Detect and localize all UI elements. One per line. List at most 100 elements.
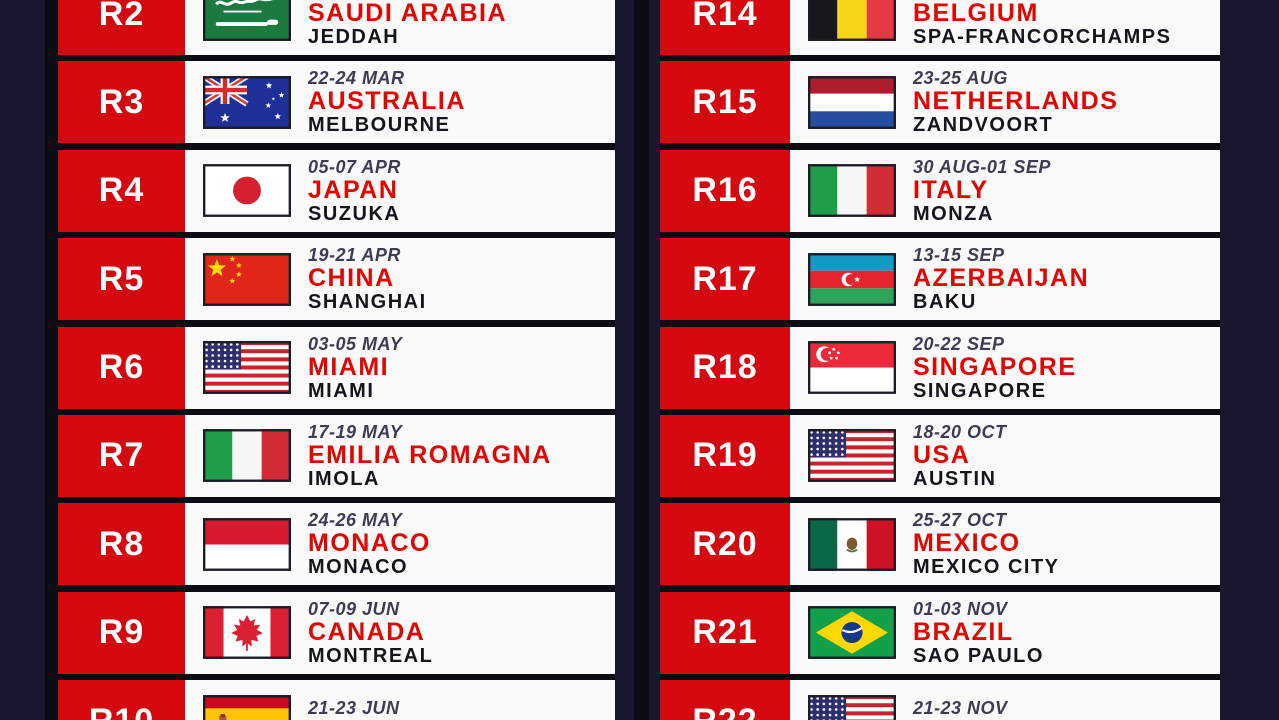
race-city: MONTREAL [308, 644, 434, 667]
calendar-column-left: R2 SAUDI ARABIA JEDDAH R3 22-24 MAR AUST… [45, 0, 615, 720]
race-country: MONACO [308, 529, 431, 558]
race-city: MELBOURNE [308, 114, 451, 137]
race-row-r9: R9 07-09 JUN CANADA MONTREAL [45, 591, 615, 674]
race-info: 22-24 MAR AUSTRALIA MELBOURNE [308, 68, 466, 136]
race-number: R16 [692, 171, 758, 210]
race-row-r22: R22 21-23 NOV LAS VEGAS [660, 680, 1220, 720]
race-info: 01-03 NOV BRAZIL SAO PAULO [913, 599, 1044, 667]
race-date: 21-23 NOV [913, 698, 1008, 719]
race-number-badge: R17 [660, 238, 790, 321]
race-number: R3 [98, 82, 145, 121]
race-row-r4: R4 05-07 APR JAPAN SUZUKA [45, 149, 615, 232]
race-row-r21: R21 01-03 NOV BRAZIL SAO PAULO [660, 591, 1220, 674]
flag-italy-icon [203, 429, 291, 483]
flag-usa-icon [808, 694, 896, 720]
race-number-badge: R14 [660, 0, 790, 55]
race-number-badge: R19 [660, 414, 790, 497]
race-number-badge: R7 [58, 414, 185, 497]
race-info: SAUDI ARABIA JEDDAH [308, 0, 507, 48]
race-country: LAS VEGAS [913, 718, 1071, 720]
flag-usa-icon [808, 429, 896, 483]
race-row-r17: R17 13-15 SEP AZERBAIJAN BAKU [660, 238, 1220, 321]
race-card: 30 AUG-01 SEP ITALY MONZA [790, 149, 1220, 232]
flag-spain-icon [203, 694, 291, 720]
race-number: R10 [89, 702, 154, 720]
flag-monaco-icon [203, 517, 291, 571]
race-city: MIAMI [308, 379, 375, 402]
race-number-badge: R4 [58, 149, 185, 232]
race-number-badge: R16 [660, 149, 790, 232]
race-info: BELGIUM SPA-FRANCORCHAMPS [913, 0, 1171, 48]
race-country: NETHERLANDS [913, 87, 1119, 116]
race-date: 18-20 OCT [913, 421, 1007, 442]
flag-australia-icon [203, 75, 291, 129]
calendar-column-right: R14 BELGIUM SPA-FRANCORCHAMPS R15 23-25 … [660, 0, 1220, 720]
flag-china-icon [203, 252, 291, 306]
race-date: 21-23 JUN [308, 698, 400, 719]
race-card: 21-23 JUN SPAIN [185, 680, 615, 720]
race-number: R5 [98, 259, 145, 298]
race-number: R19 [692, 436, 758, 475]
flag-belgium-icon [808, 0, 896, 41]
race-number: R17 [692, 259, 758, 298]
race-card: 21-23 NOV LAS VEGAS [790, 680, 1220, 720]
race-info: 03-05 MAY MIAMI MIAMI [308, 334, 402, 402]
flag-singapore-icon [808, 341, 896, 394]
race-number-badge: R18 [660, 326, 790, 409]
race-number-badge: R3 [58, 61, 185, 144]
race-number: R14 [692, 0, 758, 33]
race-country: USA [913, 440, 971, 469]
race-city: IMOLA [308, 467, 380, 490]
race-row-r15: R15 23-25 AUG NETHERLANDS ZANDVOORT [660, 61, 1220, 144]
race-row-r14: R14 BELGIUM SPA-FRANCORCHAMPS [660, 0, 1220, 55]
race-card: 05-07 APR JAPAN SUZUKA [185, 149, 615, 232]
race-number: R6 [98, 348, 145, 387]
race-date: 19-21 APR [308, 245, 401, 266]
race-number-badge: R22 [660, 680, 790, 720]
race-city: SINGAPORE [913, 379, 1047, 402]
race-card: 19-21 APR CHINA SHANGHAI [185, 238, 615, 321]
race-city: AUSTIN [913, 467, 997, 490]
race-country: MEXICO [913, 529, 1021, 558]
race-city: JEDDAH [308, 26, 400, 48]
race-date: 22-24 MAR [308, 68, 405, 89]
race-card: 01-03 NOV BRAZIL SAO PAULO [790, 591, 1220, 674]
race-country: CANADA [308, 617, 426, 646]
race-country: ITALY [913, 175, 989, 204]
race-row-r2: R2 SAUDI ARABIA JEDDAH [45, 0, 615, 55]
race-row-r19: R19 18-20 OCT USA AUSTIN [660, 414, 1220, 497]
flag-saudi-arabia-icon [203, 0, 291, 41]
race-country: SAUDI ARABIA [308, 0, 508, 27]
race-country: SINGAPORE [913, 352, 1077, 381]
race-number: R21 [692, 613, 758, 652]
race-number-badge: R8 [58, 503, 185, 586]
race-number-badge: R21 [660, 591, 790, 674]
race-card: 17-19 MAY EMILIA ROMAGNA IMOLA [185, 414, 615, 497]
flag-usa-icon [203, 341, 291, 395]
flag-brazil-icon [808, 606, 896, 660]
race-card: SAUDI ARABIA JEDDAH [185, 0, 615, 55]
race-number: R8 [98, 524, 145, 563]
race-city: ZANDVOORT [913, 114, 1054, 137]
race-card: 07-09 JUN CANADA MONTREAL [185, 591, 615, 674]
race-country: JAPAN [308, 175, 399, 204]
race-row-r3: R3 22-24 MAR AUSTRALIA MELBOURNE [45, 61, 615, 144]
race-row-r8: R8 24-26 MAY MONACO MONACO [45, 503, 615, 586]
race-country: EMILIA ROMAGNA [308, 440, 552, 469]
race-city: SPA-FRANCORCHAMPS [913, 26, 1172, 48]
race-row-r7: R7 17-19 MAY EMILIA ROMAGNA IMOLA [45, 414, 615, 497]
race-row-r10: R10 21-23 JUN SPAIN [45, 680, 615, 720]
race-row-r6: R6 03-05 MAY MIAMI MIAMI [45, 326, 615, 409]
race-city: SHANGHAI [308, 291, 427, 314]
race-city: BAKU [913, 291, 977, 314]
race-info: 23-25 AUG NETHERLANDS ZANDVOORT [913, 68, 1118, 136]
race-number-badge: R9 [58, 591, 185, 674]
flag-azerbaijan-icon [808, 252, 896, 306]
race-city: SAO PAULO [913, 644, 1044, 667]
race-row-r20: R20 25-27 OCT MEXICO MEXICO CITY [660, 503, 1220, 586]
race-date: 01-03 NOV [913, 598, 1008, 619]
race-number-badge: R10 [58, 680, 185, 720]
race-info: 13-15 SEP AZERBAIJAN BAKU [913, 245, 1089, 313]
race-info: 05-07 APR JAPAN SUZUKA [308, 157, 401, 225]
